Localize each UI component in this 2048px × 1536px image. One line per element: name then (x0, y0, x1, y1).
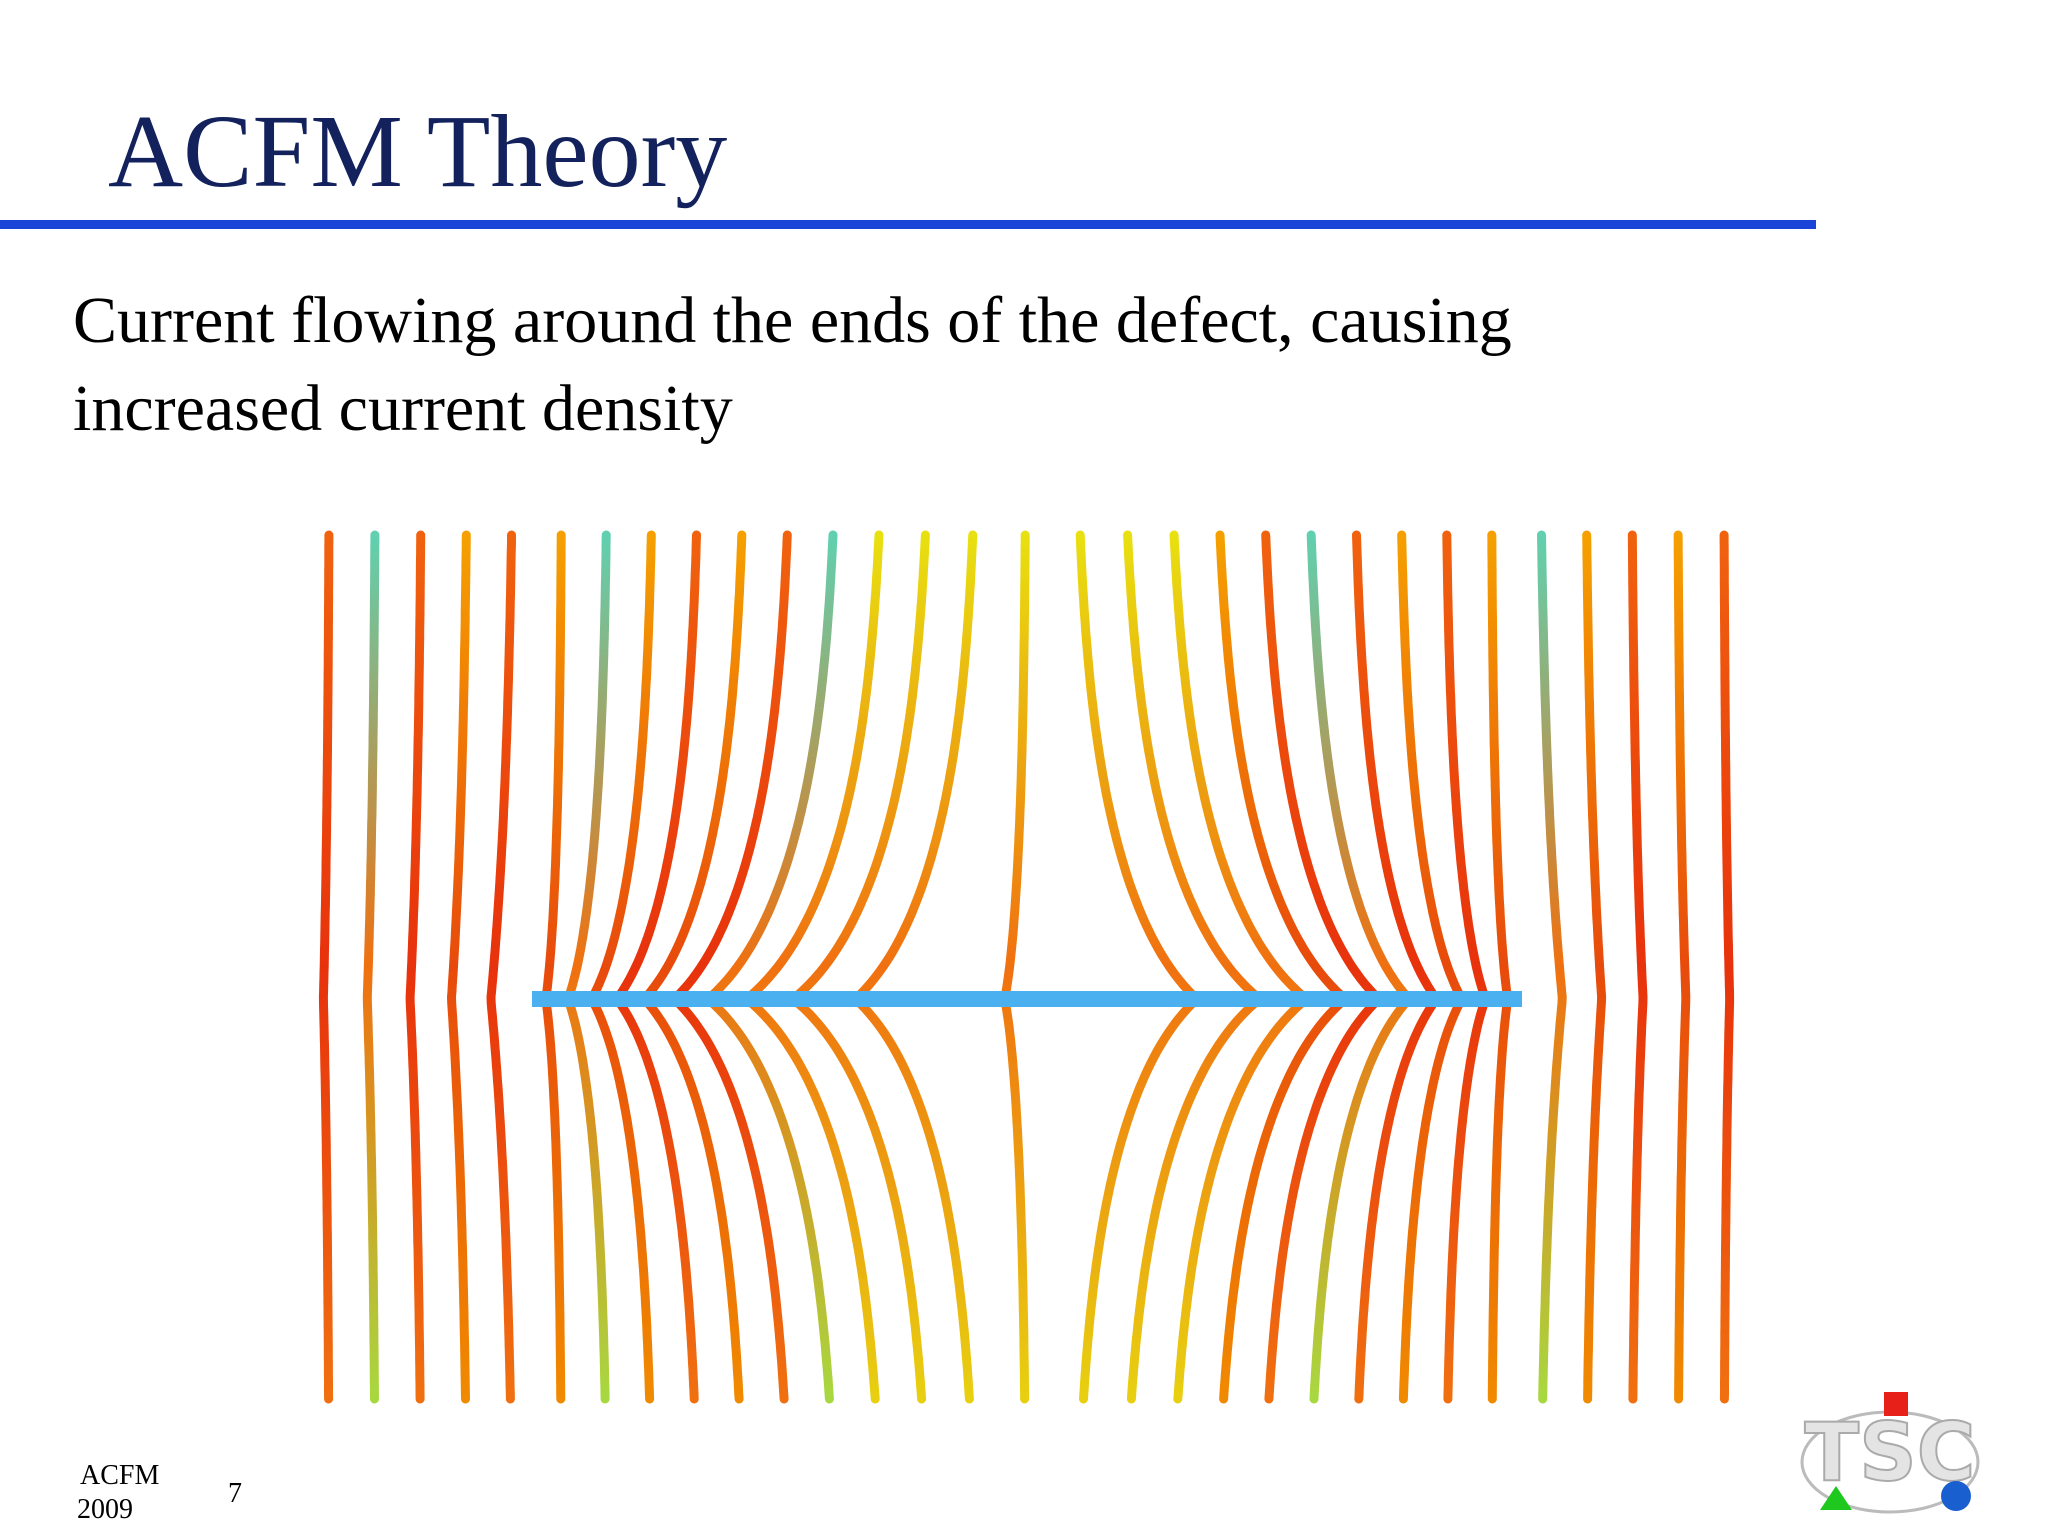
streamline (1673, 530, 1691, 1404)
streamline (1261, 530, 1382, 1404)
streamline (446, 530, 471, 1404)
streamline (1442, 530, 1490, 1404)
streamline (564, 530, 611, 1404)
streamline (613, 530, 701, 1404)
streamline (486, 530, 516, 1404)
streamline (1352, 530, 1440, 1404)
defect (532, 991, 1522, 1007)
streamline (743, 530, 884, 1404)
streamline (1487, 530, 1512, 1404)
streamline (671, 530, 792, 1404)
title-rule (0, 220, 1816, 229)
streamline (852, 530, 978, 1404)
streamline (318, 530, 334, 1404)
streamline (1582, 530, 1607, 1404)
streamline (1000, 530, 1030, 1404)
streamline (405, 530, 426, 1404)
streamline (1169, 530, 1310, 1404)
footer-year: 2009 (77, 1494, 133, 1525)
streamline (588, 530, 656, 1404)
footer-label: ACFM (80, 1460, 160, 1491)
streamline (1719, 530, 1735, 1404)
streamline (1075, 530, 1200, 1404)
streamline (641, 530, 747, 1404)
slide-title: ACFM Theory (108, 94, 728, 209)
page-number: 7 (228, 1478, 242, 1509)
streamline (790, 530, 930, 1404)
streamline (705, 530, 838, 1404)
streamline (1306, 530, 1413, 1404)
body-text: Current flowing around the ends of the d… (73, 284, 1512, 357)
body-text: increased current density (73, 372, 733, 445)
streamline (541, 530, 566, 1404)
streamline (1627, 530, 1648, 1404)
streamline (1397, 530, 1466, 1404)
streamline (362, 530, 380, 1404)
streamline (1537, 530, 1567, 1404)
streamline (1123, 530, 1263, 1404)
streamline (1215, 530, 1349, 1404)
